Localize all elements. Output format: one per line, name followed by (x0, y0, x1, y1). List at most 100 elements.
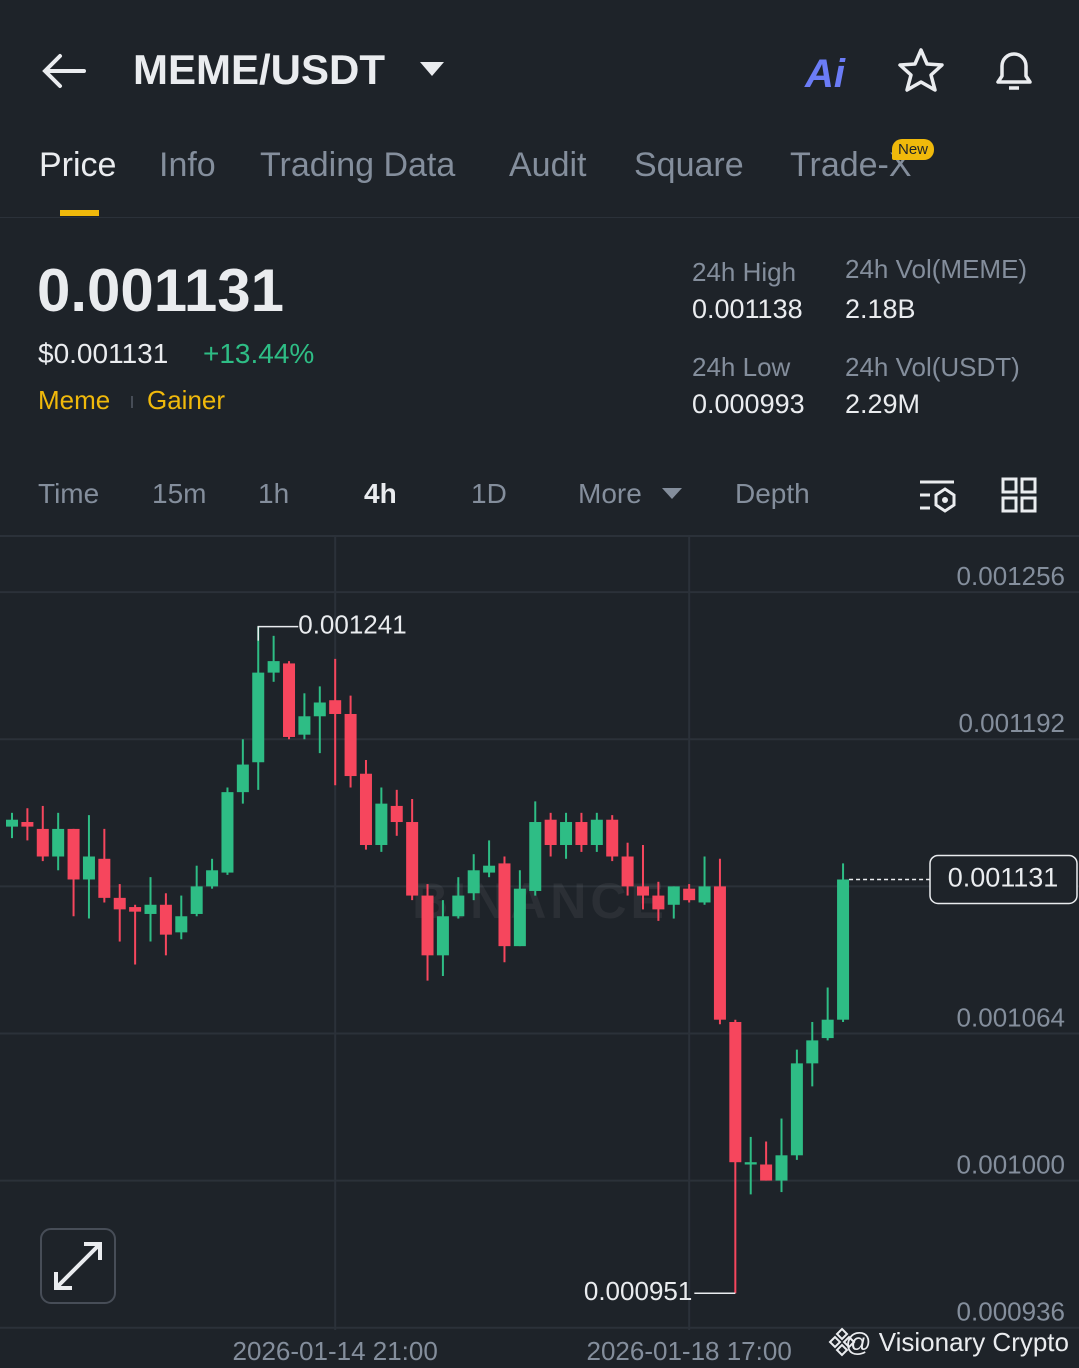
x-tick-label: 2026-01-14 21:00 (233, 1336, 438, 1366)
candle-body (652, 895, 665, 910)
candle-body (575, 822, 588, 846)
candle-body (98, 858, 111, 898)
interval[interactable]: 4h (364, 478, 397, 509)
candle-body (190, 886, 203, 914)
candle-body (283, 663, 296, 737)
candle-body (421, 895, 434, 956)
interval[interactable]: Time (38, 478, 100, 509)
tab[interactable]: Trade-X (790, 146, 912, 184)
ai-button[interactable]: Ai (805, 52, 845, 96)
candle-body (760, 1164, 773, 1181)
candle-body (713, 886, 726, 1020)
candle-body (667, 886, 680, 905)
pair-title[interactable]: MEME/USDT (133, 46, 385, 93)
high-marker (257, 625, 299, 641)
candle-body (513, 888, 526, 947)
last-price-box (929, 854, 1078, 905)
interval[interactable]: More (578, 478, 642, 509)
candle-body (6, 819, 18, 827)
y-tick-label: 0.001064 (957, 1002, 1065, 1032)
candle-body (175, 916, 188, 933)
stat-label: 24h Low (692, 352, 791, 382)
candle-body (467, 870, 480, 894)
candle-body (21, 822, 34, 827)
stat-label: 24h High (692, 257, 797, 287)
price-change: +13.44% (203, 338, 315, 369)
x-tick-label: 2026-01-18 17:00 (587, 1336, 792, 1366)
favorite-button[interactable] (896, 46, 946, 96)
stat-value: 0.000993 (692, 389, 805, 419)
candle-body (82, 856, 95, 880)
candle-body (252, 672, 265, 763)
candle-body (837, 879, 850, 1020)
candle-body (329, 700, 342, 714)
candle-body (483, 865, 496, 873)
pair-dropdown[interactable] (418, 60, 446, 80)
tag[interactable]: Gainer (147, 385, 226, 415)
candle-body (236, 764, 249, 793)
tab[interactable]: Price (39, 146, 117, 184)
last-price: 0.001131 (37, 257, 284, 324)
stat-value: 0.001138 (692, 294, 803, 324)
tag[interactable]: Meme (38, 385, 111, 415)
candle-body (436, 916, 449, 956)
candle-body (636, 886, 649, 896)
candle-body (452, 895, 465, 917)
candle-body (390, 805, 403, 823)
candle-body (775, 1155, 788, 1181)
candle-body (52, 828, 65, 857)
candle-body (129, 907, 142, 912)
low-label: 0.000951 (584, 1276, 692, 1306)
candle-body (406, 822, 419, 896)
divider (0, 535, 1079, 537)
candle-body (298, 716, 311, 735)
candle-body (590, 819, 603, 846)
tab[interactable]: Trading Data (260, 146, 456, 184)
candle-body (806, 1040, 819, 1064)
candle-body (560, 822, 573, 846)
candle-body (344, 713, 357, 777)
indicator-settings[interactable] (918, 476, 958, 516)
candle-body (67, 828, 80, 880)
tab[interactable]: Audit (509, 146, 587, 184)
candle-body (375, 803, 388, 846)
candle-body (144, 904, 157, 914)
candle-body (729, 1021, 742, 1163)
divider (0, 217, 1079, 218)
candle-body (529, 822, 542, 891)
candle-body (790, 1063, 803, 1156)
candle-body (683, 888, 696, 901)
stat-value: 2.18B (845, 294, 916, 324)
candle-body (498, 863, 511, 947)
stat-value: 2.29M (845, 389, 921, 419)
high-label: 0.001241 (298, 610, 406, 640)
tag-separator (131, 396, 133, 408)
stat-label: 24h Vol(USDT) (845, 352, 1020, 382)
interval[interactable]: Depth (735, 478, 810, 509)
credit: @ Visionary Crypto (845, 1327, 1069, 1357)
stat-label: 24h Vol(MEME) (845, 254, 1028, 284)
interval[interactable]: 15m (152, 478, 207, 509)
candle-body (159, 904, 172, 935)
new-badge: New (892, 139, 935, 160)
candle-body (221, 792, 234, 873)
candle-body (267, 661, 280, 673)
candle-body (606, 819, 619, 857)
candle-body (359, 773, 372, 846)
interval[interactable]: 1h (258, 478, 290, 509)
candle-body (621, 856, 634, 887)
candlestick-chart: 0.0012560.0011920.0011280.0010640.001000… (0, 537, 1079, 1366)
candle-body (206, 870, 219, 887)
interval[interactable]: 1D (471, 478, 507, 509)
candle-body (698, 886, 711, 903)
tab[interactable]: Square (634, 146, 744, 184)
alert-button[interactable] (988, 44, 1040, 96)
candle-body (821, 1019, 834, 1039)
back-button[interactable] (40, 52, 88, 90)
layout-button[interactable] (1000, 476, 1040, 516)
more-dropdown[interactable] (661, 487, 683, 501)
tab[interactable]: Info (159, 146, 216, 184)
fullscreen-button[interactable] (40, 1228, 116, 1304)
candle-body (544, 819, 557, 846)
